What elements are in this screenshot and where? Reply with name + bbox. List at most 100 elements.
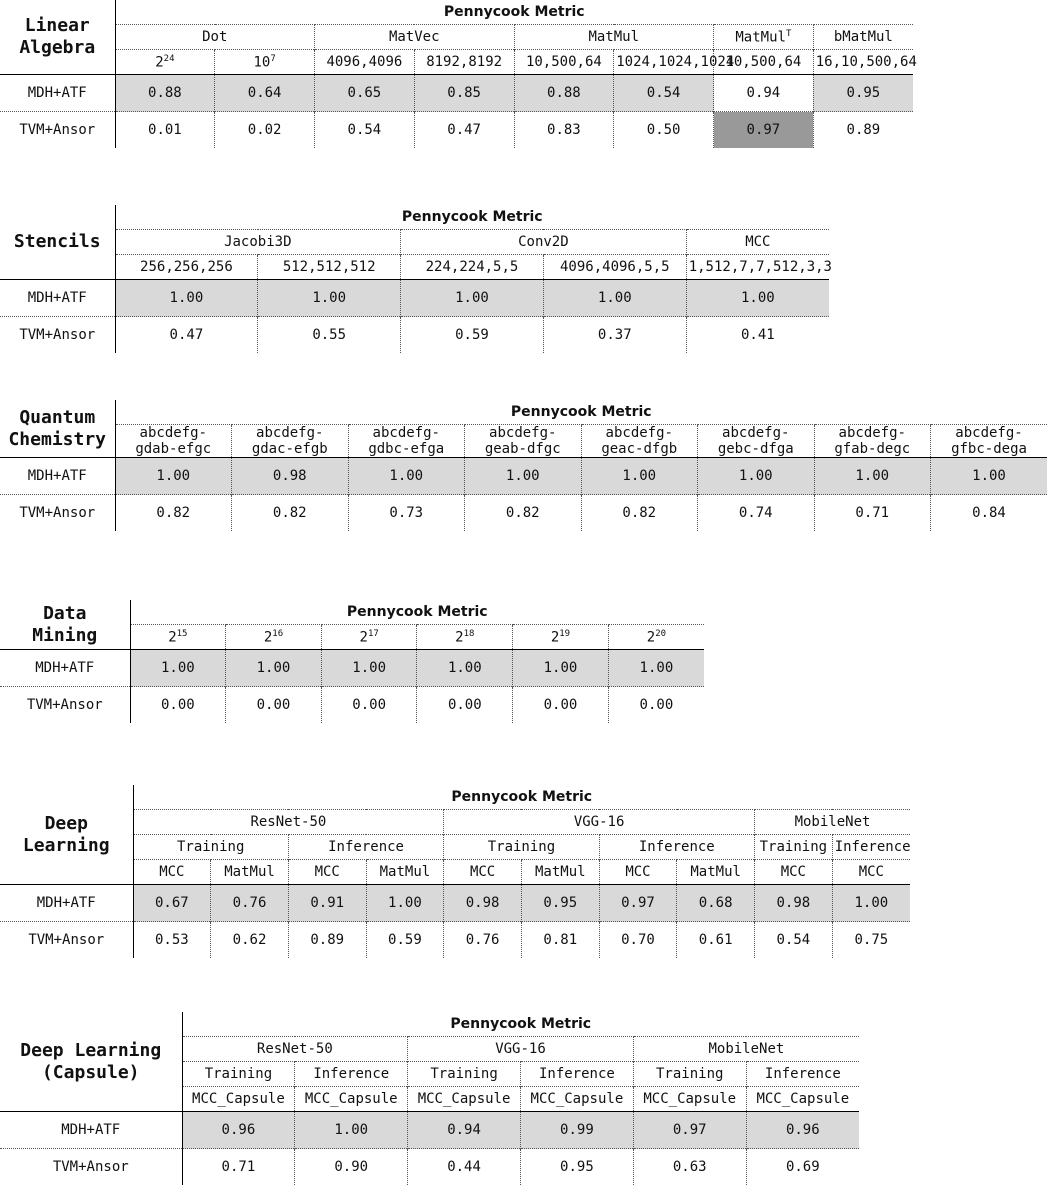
row-label: TVM+Ansor bbox=[0, 921, 134, 958]
header-cell: 4096,4096,5,5 bbox=[542, 254, 687, 280]
value-cell: 1.00 bbox=[831, 884, 910, 922]
value-cell: 0.54 bbox=[314, 111, 415, 148]
header-row: MCC_Capsule MCC_Capsule MCC_Capsule MCC_Cap… bbox=[0, 1086, 859, 1112]
header-cell: Inference bbox=[519, 1061, 634, 1087]
value-cell: 0.00 bbox=[512, 686, 609, 723]
value-cell: 0.54 bbox=[613, 74, 714, 112]
row-label: TVM+Ansor bbox=[0, 316, 116, 353]
data-table: Quantum Chemistry Pennycook Metric abcdefg… bbox=[0, 400, 1047, 531]
value-cell: 0.63 bbox=[632, 1148, 747, 1185]
value-cell: 0.96 bbox=[181, 1111, 295, 1149]
header-cell: MobileNet bbox=[632, 1036, 859, 1062]
value-cell: 0.71 bbox=[813, 494, 931, 531]
header-cell: 8192,8192 bbox=[413, 49, 514, 75]
value-cell: 1.00 bbox=[114, 457, 232, 495]
value-cell: 0.90 bbox=[294, 1148, 408, 1185]
header-cell: ResNet-50 bbox=[132, 809, 444, 835]
value-cell: 0.62 bbox=[210, 921, 289, 958]
data-row: MDH+ATF 0.96 1.00 0.94 0.99 0.97 0.96 bbox=[0, 1111, 859, 1149]
value-cell: 0.64 bbox=[214, 74, 315, 112]
header-cell: Inference bbox=[287, 834, 444, 860]
header-cell: 1024,1024,1024 bbox=[613, 49, 734, 75]
value-cell: 1.00 bbox=[813, 457, 931, 495]
header-base: 2 bbox=[155, 54, 164, 71]
row-label: TVM+Ansor bbox=[0, 494, 116, 531]
table-block: Linear Algebra Pennycook Metric Dot MatVec M… bbox=[0, 0, 917, 148]
value-cell: 0.44 bbox=[407, 1148, 521, 1185]
table-block: Stencils Pennycook Metric Jacobi3D Conv2D MC… bbox=[0, 205, 832, 353]
header-cell: 4096,4096 bbox=[314, 49, 415, 75]
header-row: 224 107 4096,4096 8192,8192 10,500,64 1024,10… bbox=[0, 49, 917, 75]
header-row: Jacobi3D Conv2D MCC bbox=[0, 229, 829, 255]
header-cell: MCC bbox=[443, 859, 522, 885]
row-label: MDH+ATF bbox=[0, 649, 131, 687]
value-cell: 0.95 bbox=[520, 884, 600, 922]
header-base: 10 bbox=[253, 54, 271, 71]
header-sup: 7 bbox=[270, 53, 276, 64]
header-cell: abcdefg- gdab-efgc bbox=[114, 424, 232, 458]
header-cell: 216 bbox=[225, 624, 322, 650]
header-cell: Training bbox=[132, 834, 289, 860]
header-sup: 16 bbox=[272, 628, 284, 639]
value-cell: 0.76 bbox=[210, 884, 289, 922]
value-cell: 1.00 bbox=[464, 457, 581, 495]
value-cell: 0.81 bbox=[520, 921, 600, 958]
value-cell: 0.00 bbox=[320, 686, 417, 723]
header-cell: MCC_Capsule bbox=[407, 1086, 521, 1112]
header-cell: MCC_Capsule bbox=[294, 1086, 408, 1112]
header-cell: abcdefg- gdbc-efga bbox=[347, 424, 465, 458]
header-cell: MatMul bbox=[210, 859, 289, 885]
header-cell: Jacobi3D bbox=[114, 229, 401, 255]
header-base: 2 bbox=[550, 629, 560, 646]
header-cell: MCC bbox=[685, 229, 829, 255]
header-row: abcdefg- gdab-efgc abcdefg- gdac-efgb abcd… bbox=[0, 424, 1047, 458]
value-cell: 0.47 bbox=[114, 316, 258, 353]
header-cell: VGG-16 bbox=[443, 809, 755, 835]
value-cell: 0.94 bbox=[713, 74, 814, 112]
value-cell: 1.00 bbox=[542, 279, 687, 317]
value-cell: 0.94 bbox=[407, 1111, 521, 1149]
table-title: Linear Algebra bbox=[0, 0, 116, 75]
value-cell: 0.47 bbox=[413, 111, 514, 148]
value-cell: 1.00 bbox=[347, 457, 465, 495]
value-cell: 0.54 bbox=[754, 921, 833, 958]
value-cell: 1.00 bbox=[685, 279, 829, 317]
metric-header: Pennycook Metric bbox=[450, 1016, 592, 1032]
metric-header: Pennycook Metric bbox=[451, 789, 593, 805]
table-title: Quantum Chemistry bbox=[0, 400, 116, 458]
value-cell: 0.55 bbox=[257, 316, 401, 353]
header-sup: 20 bbox=[655, 628, 667, 639]
header-row: MCC MatMul MCC MatMul MCC MatMul MCC MatMul MCC M… bbox=[0, 859, 910, 885]
header-sup: 19 bbox=[559, 628, 571, 639]
table-block: Quantum Chemistry Pennycook Metric abcdefg… bbox=[0, 400, 1047, 531]
value-cell: 0.73 bbox=[347, 494, 465, 531]
data-table: Stencils Pennycook Metric Jacobi3D Conv2D MC… bbox=[0, 205, 832, 353]
metric-row: Deep Learning (Capsule) Pennycook Metric bbox=[0, 1012, 859, 1112]
data-row: TVM+Ansor 0.71 0.90 0.44 0.95 0.63 0.69 bbox=[0, 1148, 859, 1185]
header-cell: 220 bbox=[607, 624, 704, 650]
header-cell: MatVec bbox=[314, 24, 514, 50]
value-cell: 0.82 bbox=[464, 494, 581, 531]
header-sup: 15 bbox=[176, 628, 188, 639]
metric-header: Pennycook Metric bbox=[510, 404, 652, 420]
header-cell: MCC bbox=[754, 859, 833, 885]
data-row: TVM+Ansor 0.47 0.55 0.59 0.37 0.41 bbox=[0, 316, 829, 353]
data-table: Deep Learning Pennycook Metric ResNet-50 VG… bbox=[0, 785, 911, 958]
header-cell: abcdefg- gfbc-dega bbox=[930, 424, 1047, 458]
data-row: TVM+Ansor 0.53 0.62 0.89 0.59 0.76 0.81 0.70 0.6… bbox=[0, 921, 910, 958]
value-cell: 0.69 bbox=[745, 1148, 859, 1185]
metric-header: Pennycook Metric bbox=[401, 209, 543, 225]
value-cell: 1.00 bbox=[400, 279, 544, 317]
header-cell: 215 bbox=[129, 624, 226, 650]
value-cell: 1.00 bbox=[225, 649, 322, 687]
value-cell: 0.88 bbox=[513, 74, 614, 112]
value-cell: 0.95 bbox=[812, 74, 913, 112]
row-label: TVM+Ansor bbox=[0, 686, 131, 723]
value-cell: 1.00 bbox=[129, 649, 226, 687]
value-cell: 0.01 bbox=[114, 111, 215, 148]
value-cell: 0.02 bbox=[214, 111, 315, 148]
header-base: 2 bbox=[455, 629, 464, 646]
value-cell: 1.00 bbox=[365, 884, 444, 922]
header-cell: 219 bbox=[512, 624, 609, 650]
value-cell: 0.00 bbox=[225, 686, 322, 723]
